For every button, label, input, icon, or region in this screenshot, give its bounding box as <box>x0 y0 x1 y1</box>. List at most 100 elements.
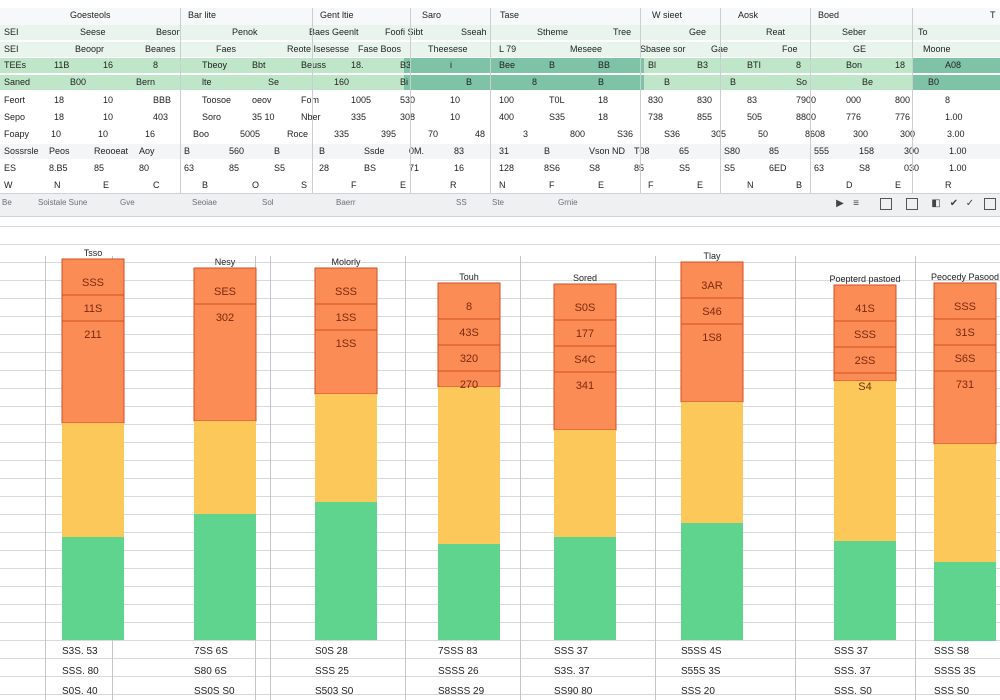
ribbon-cell[interactable]: 776 <box>846 112 862 122</box>
ribbon-cell[interactable]: 530 <box>400 95 416 105</box>
ribbon-cell[interactable]: 560 <box>229 146 245 156</box>
ribbon-cell[interactable]: 3.00 <box>947 129 965 139</box>
ribbon-cell[interactable]: 63 <box>814 163 825 173</box>
ribbon-cell[interactable]: 85 <box>769 146 780 156</box>
ribbon-cell[interactable]: 10 <box>450 95 461 105</box>
ribbon-cell[interactable]: Sossrsle <box>4 146 39 156</box>
ribbon-cell[interactable]: T0L <box>549 95 565 105</box>
ribbon-cell[interactable]: 335 <box>351 112 367 122</box>
ribbon-cell[interactable]: Beson <box>156 27 182 37</box>
ribbon-cell[interactable]: Boo <box>193 129 210 139</box>
ribbon-cell[interactable]: 10 <box>103 95 114 105</box>
ribbon-cell[interactable]: 18. <box>351 60 364 70</box>
ribbon-cell[interactable]: A08 <box>945 60 962 70</box>
ribbon-cell[interactable]: 8 <box>153 60 159 70</box>
ribbon-cell[interactable]: 16 <box>454 163 465 173</box>
ribbon-cell[interactable]: So <box>796 77 808 87</box>
ribbon-cell[interactable]: lte <box>202 77 212 87</box>
ribbon-cell[interactable]: 48 <box>475 129 486 139</box>
ribbon-cell[interactable]: Fom <box>301 95 319 105</box>
ribbon-cell[interactable]: D <box>846 180 853 190</box>
ribbon-cell[interactable]: 8 <box>532 77 538 87</box>
ribbon-cell[interactable]: 70 <box>428 129 439 139</box>
ribbon-cell[interactable]: 8 <box>945 95 951 105</box>
ribbon-cell[interactable]: 7900 <box>796 95 817 105</box>
ribbon-cell[interactable]: 738 <box>648 112 664 122</box>
ribbon-cell[interactable]: 160 <box>334 77 350 87</box>
ribbon-cell[interactable]: Soro <box>202 112 222 122</box>
ribbon-cell[interactable]: 400 <box>499 112 515 122</box>
ribbon-cell[interactable]: 505 <box>747 112 763 122</box>
ribbon-header-cell[interactable]: W sieet <box>652 10 683 20</box>
ribbon-cell[interactable]: B0 <box>928 77 940 87</box>
ribbon-cell[interactable]: 85 <box>229 163 240 173</box>
ribbon-cell[interactable]: E <box>697 180 704 190</box>
ribbon-cell[interactable]: 18 <box>598 95 609 105</box>
ribbon-cell[interactable]: BTI <box>747 60 762 70</box>
ribbon-cell[interactable]: W <box>4 180 13 190</box>
ribbon-cell[interactable]: 403 <box>153 112 169 122</box>
ribbon-cell[interactable]: i <box>450 60 452 70</box>
ribbon-cell[interactable]: N <box>747 180 754 190</box>
ribbon-cell[interactable]: R <box>945 180 952 190</box>
ribbon-cell[interactable]: 128 <box>499 163 515 173</box>
ribbon-cell[interactable]: 18 <box>54 95 65 105</box>
ribbon-cell[interactable]: Foofi Sibt <box>385 27 424 37</box>
ribbon-cell[interactable]: N <box>54 180 61 190</box>
ribbon-cell[interactable]: S80 <box>724 146 741 156</box>
ribbon-cell[interactable]: Bern <box>136 77 156 87</box>
ribbon-header-cell[interactable]: Gent ltie <box>320 10 354 20</box>
ribbon-cell[interactable]: 65 <box>679 146 690 156</box>
ribbon-cell[interactable]: 800 <box>895 95 911 105</box>
check-icon[interactable]: ✔ <box>949 198 959 209</box>
ribbon-cell[interactable]: T08 <box>634 146 650 156</box>
ribbon-cell[interactable]: 6ED <box>769 163 787 173</box>
ribbon-cell[interactable]: Seber <box>842 27 867 37</box>
ribbon-cell[interactable]: N <box>499 180 506 190</box>
ribbon-cell[interactable]: S5 <box>274 163 286 173</box>
ribbon-cell[interactable]: Gae <box>711 42 728 57</box>
ribbon-cell[interactable]: Toosoe <box>202 95 232 105</box>
ribbon-cell[interactable]: S36 <box>617 129 634 139</box>
ribbon-cell[interactable]: Aoy <box>139 146 155 156</box>
ribbon-cell[interactable]: 10 <box>103 112 114 122</box>
ribbon-cell[interactable]: Tree <box>613 27 632 37</box>
ribbon-cell[interactable]: 8S6 <box>544 163 561 173</box>
ribbon-cell[interactable]: Reat <box>766 27 786 37</box>
ribbon-cell[interactable]: 300 <box>900 129 916 139</box>
ribbon-cell[interactable]: B <box>664 77 671 87</box>
ribbon-cell[interactable]: S35 <box>549 112 566 122</box>
ribbon-cell[interactable]: Tbeoy <box>202 60 228 70</box>
ribbon-cell[interactable]: B <box>466 77 473 87</box>
ribbon-cell[interactable]: To <box>918 27 928 37</box>
ribbon-cell[interactable]: B <box>184 146 191 156</box>
ribbon-cell[interactable]: 1.00 <box>945 112 963 122</box>
ribbon-cell[interactable]: 85 <box>634 163 645 173</box>
ribbon-cell[interactable]: Moone <box>923 44 951 54</box>
list-icon[interactable]: ≡ <box>853 198 859 209</box>
ribbon-cell[interactable]: Se <box>268 77 280 87</box>
ribbon-cell[interactable]: B3 <box>400 60 412 70</box>
play-icon[interactable]: ▶ <box>836 198 844 209</box>
ribbon-cell[interactable]: 1.00 <box>949 146 967 156</box>
ribbon-cell[interactable]: Baes Geenlt <box>309 27 359 37</box>
ribbon-cell[interactable]: 31 <box>499 146 510 156</box>
ribbon-cell[interactable]: Saned <box>4 77 31 87</box>
ribbon-cell[interactable]: B <box>730 77 737 87</box>
ribbon-cell[interactable]: 18 <box>598 112 609 122</box>
ribbon-cell[interactable]: 83 <box>454 146 465 156</box>
ribbon-header-cell[interactable]: T <box>990 10 996 20</box>
ribbon-cell[interactable]: S36 <box>664 129 681 139</box>
ribbon-cell[interactable]: Theesese <box>428 44 468 54</box>
ribbon-cell[interactable]: Seese <box>80 27 106 37</box>
ribbon-cell[interactable]: 855 <box>697 112 713 122</box>
ribbon-cell[interactable]: Beanes <box>145 44 176 54</box>
ribbon-cell[interactable]: 16 <box>145 129 156 139</box>
checkbox-icon[interactable] <box>880 198 892 210</box>
ribbon-cell[interactable]: 830 <box>648 95 664 105</box>
ribbon-cell[interactable]: 18 <box>54 112 65 122</box>
ribbon-cell[interactable]: R <box>450 180 457 190</box>
ribbon-cell[interactable]: Beoopr <box>75 44 105 54</box>
ribbon-cell[interactable]: L 79 <box>499 44 517 54</box>
ribbon-cell[interactable]: GE <box>853 44 867 54</box>
